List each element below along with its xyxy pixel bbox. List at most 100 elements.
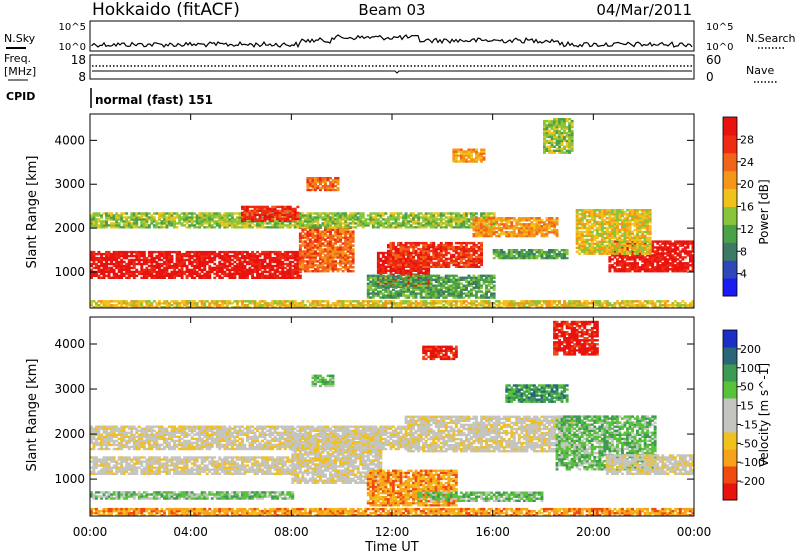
power-cell — [414, 220, 418, 223]
power-cell — [173, 220, 176, 223]
power-cell — [263, 219, 267, 222]
power-cell — [548, 139, 551, 143]
power-cell — [633, 209, 637, 212]
power-cell — [278, 215, 282, 218]
power-cell — [251, 258, 254, 262]
power-cell — [90, 258, 93, 262]
power-cell — [351, 216, 355, 219]
power-cell — [251, 272, 254, 276]
power-cell — [286, 226, 290, 229]
power-cell — [465, 261, 468, 265]
power-cell — [550, 131, 554, 135]
power-cell — [160, 264, 164, 268]
power-cell — [261, 219, 264, 222]
power-cell — [376, 226, 380, 229]
power-cell — [349, 270, 353, 273]
power-cell — [198, 222, 202, 225]
power-cell — [565, 118, 569, 121]
power-cell — [158, 272, 161, 276]
power-cell — [590, 209, 594, 212]
power-cell — [437, 245, 441, 249]
power-cell — [170, 276, 174, 279]
power-cell — [626, 262, 629, 265]
power-cell — [384, 271, 388, 274]
power-cell — [170, 266, 174, 270]
power-cell — [349, 222, 353, 225]
power-cell — [158, 276, 161, 279]
power-cell — [210, 212, 214, 215]
power-cell — [102, 220, 106, 223]
power-cell — [160, 254, 164, 258]
power-cell — [200, 254, 204, 258]
power-cell — [190, 268, 194, 272]
power-cell — [115, 276, 119, 279]
power-cell — [225, 260, 229, 264]
power-cell — [256, 270, 259, 274]
power-cell — [314, 264, 317, 267]
power-cell — [575, 209, 579, 212]
power-cell — [278, 211, 282, 215]
power-cell — [319, 262, 322, 265]
power-cell — [120, 218, 124, 221]
power-cell — [626, 268, 629, 271]
power-cell — [251, 219, 254, 222]
power-cell — [457, 253, 461, 257]
power-cell — [414, 269, 418, 272]
power-cell — [155, 264, 159, 268]
power-cell — [381, 255, 385, 259]
power-cell — [339, 228, 342, 231]
power-cell — [334, 260, 337, 263]
power-cell — [140, 224, 144, 227]
power-cell — [402, 253, 405, 257]
power-cell — [145, 272, 149, 276]
power-cell — [193, 216, 197, 219]
power-cell — [339, 250, 342, 253]
power-cell — [668, 268, 672, 271]
power-cell — [429, 222, 433, 225]
power-cell — [185, 268, 189, 272]
power-cell — [200, 268, 204, 272]
power-cell — [359, 214, 363, 217]
power-cell — [525, 232, 529, 236]
power-cell — [170, 274, 174, 277]
power-cell — [658, 244, 662, 247]
power-cell — [281, 207, 285, 211]
power-cell — [127, 266, 131, 270]
power-cell — [417, 255, 421, 259]
power-cell — [190, 214, 194, 217]
power-cell — [376, 222, 380, 225]
power-cell — [208, 218, 212, 221]
power-cell — [414, 249, 418, 253]
power-cell — [545, 123, 549, 127]
power-cell — [512, 232, 516, 236]
power-cell — [319, 226, 322, 229]
power-cell — [457, 218, 461, 221]
power-cell — [210, 268, 214, 272]
power-cell — [613, 240, 617, 243]
power-cell — [293, 272, 297, 276]
power-cell — [527, 229, 531, 232]
power-cell — [470, 241, 473, 245]
power-cell — [339, 252, 342, 255]
power-cell — [462, 249, 466, 253]
power-cell — [427, 243, 431, 247]
power-cell — [470, 247, 473, 251]
power-cell — [397, 253, 400, 257]
power-cell — [97, 256, 101, 260]
power-cell — [470, 224, 473, 227]
power-cell — [500, 232, 504, 236]
power-cell — [432, 222, 436, 225]
power-cell — [107, 252, 111, 256]
power-cell — [454, 261, 458, 265]
power-cell — [268, 254, 272, 258]
power-cell — [349, 250, 353, 253]
power-cell — [117, 262, 121, 266]
power-cell — [296, 260, 300, 264]
power-cell — [293, 213, 297, 216]
power-cell — [163, 226, 166, 229]
power-cell — [349, 234, 353, 237]
power-cell — [344, 238, 348, 241]
power-cell — [147, 250, 151, 254]
power-cell — [376, 214, 380, 217]
